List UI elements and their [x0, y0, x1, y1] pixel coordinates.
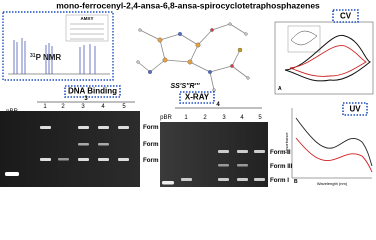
cv-label: CV [340, 12, 352, 21]
nmr-label: 31P NMR [30, 53, 61, 62]
uv-panel: Absorbance Wavelength (nm) B [284, 108, 373, 186]
dna-label: DNA Binding [68, 87, 117, 96]
lane-label: 5 [122, 104, 126, 110]
form-label: Form III [270, 163, 293, 170]
lane-label: 1 [184, 115, 188, 121]
uv-label-box [342, 102, 368, 116]
gel-4: 4 pBR 1 2 3 4 5 Form II Form III Form I [160, 102, 293, 187]
dna-label-box [64, 85, 121, 98]
nmr-legend-title: AMXY [80, 16, 93, 21]
uv-panel-letter: B [294, 179, 298, 185]
nmr-label-superscript: 31 [30, 53, 36, 59]
cv-panel: A [274, 21, 374, 95]
form-label: Form II [270, 149, 291, 156]
lane-label: 3 [81, 104, 85, 110]
xray-molecule: SS'S''R''' [136, 22, 250, 92]
lane-label: 4 [240, 115, 244, 121]
cv-label-box [332, 9, 359, 23]
xray-label: X-RAY [185, 93, 210, 102]
form-label: Form II [143, 124, 164, 131]
xray-label-box [179, 91, 215, 104]
gel-compound: 4 [216, 102, 220, 108]
lane-label: 3 [222, 115, 226, 121]
uv-label: UV [349, 105, 361, 114]
nmr-panel: AMXY 31P NMR [2, 11, 114, 81]
nmr-label-text: P NMR [36, 53, 62, 62]
lane-label: 2 [61, 104, 65, 110]
cv-panel-letter: A [278, 86, 282, 92]
form-label: Form I [270, 177, 289, 184]
graphical-abstract: mono-ferrocenyl-2,4-ansa-6,8-ansa-spiroc… [0, 0, 374, 187]
xray-configuration: SS'S''R''' [170, 83, 199, 90]
title: mono-ferrocenyl-2,4-ansa-6,8-ansa-spiroc… [56, 0, 320, 10]
lane-label: 5 [258, 115, 262, 121]
lane-label: 2 [203, 115, 207, 121]
gel-3: 3 pBR 1 2 3 4 5 Form II Form III Form I [0, 96, 166, 187]
lane-label: pBR [160, 115, 172, 121]
form-label: Form III [143, 141, 166, 148]
form-label: Form I [143, 157, 162, 164]
uv-y-label: Absorbance [284, 132, 289, 154]
lane-label: 4 [101, 104, 105, 110]
lane-label: 1 [43, 104, 47, 110]
gel-compound: 3 [84, 96, 88, 102]
uv-x-label: Wavelength (nm) [317, 181, 348, 186]
